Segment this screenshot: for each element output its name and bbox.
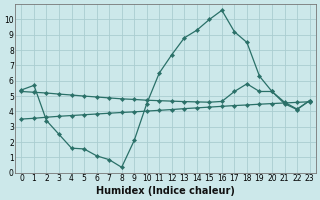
X-axis label: Humidex (Indice chaleur): Humidex (Indice chaleur) <box>96 186 235 196</box>
